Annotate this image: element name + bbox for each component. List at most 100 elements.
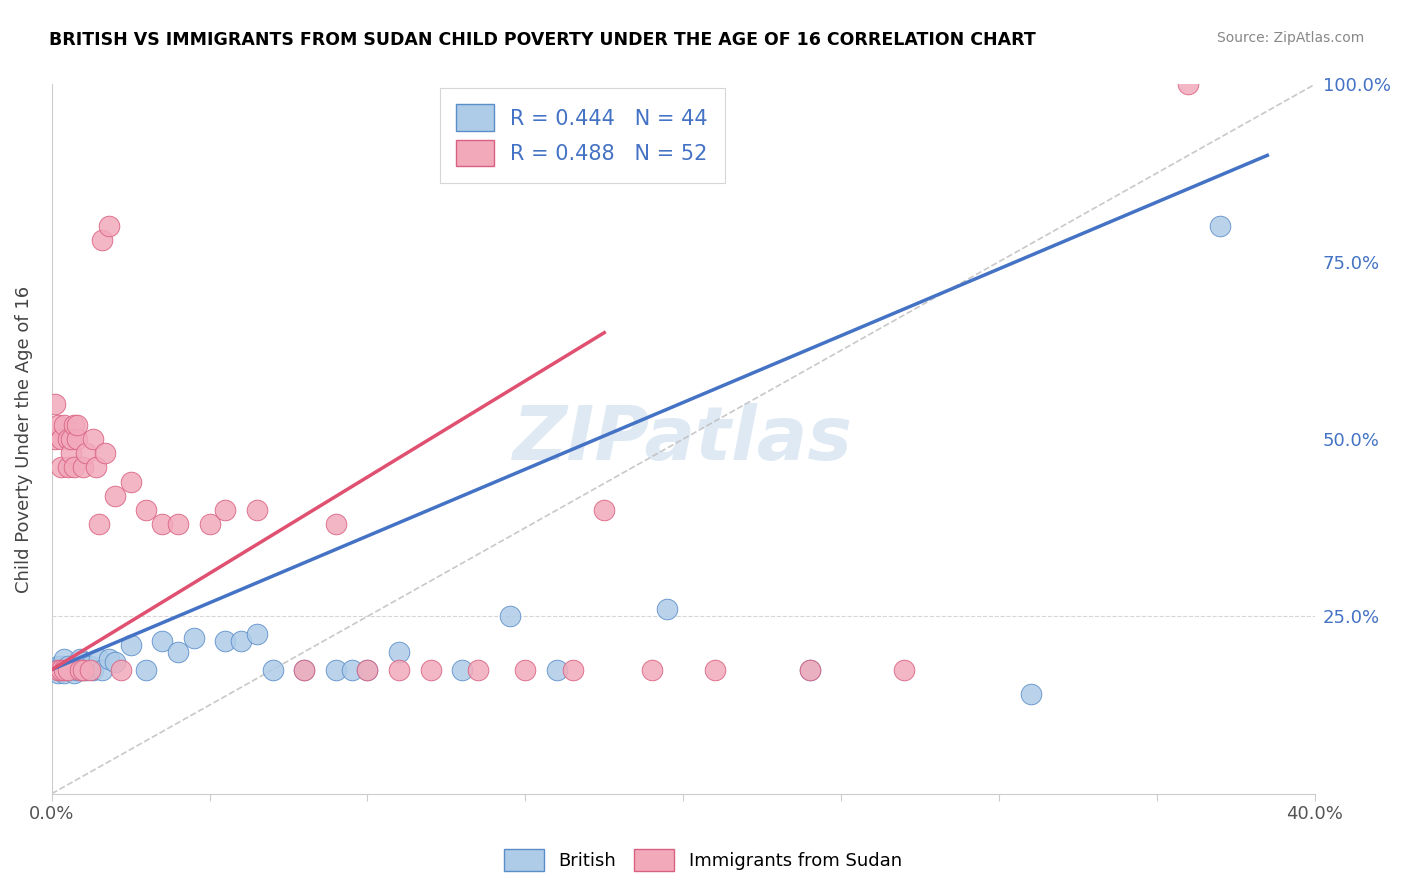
Text: BRITISH VS IMMIGRANTS FROM SUDAN CHILD POVERTY UNDER THE AGE OF 16 CORRELATION C: BRITISH VS IMMIGRANTS FROM SUDAN CHILD P… (49, 31, 1036, 49)
Point (56, 663, 79, 677)
Point (51, 663, 73, 677)
Point (1019, 687, 1042, 701)
Point (356, 663, 378, 677)
Point (292, 663, 315, 677)
Legend: British, Immigrants from Sudan: British, Immigrants from Sudan (498, 842, 908, 879)
Text: Source: ZipAtlas.com: Source: ZipAtlas.com (1216, 31, 1364, 45)
Point (246, 627, 269, 641)
Point (110, 663, 132, 677)
Point (82, 432, 104, 446)
Point (104, 656, 127, 670)
Point (167, 645, 190, 659)
Point (69, 663, 91, 677)
Point (63, 659, 86, 673)
Point (91, 234, 114, 248)
Point (46, 666, 69, 681)
Point (59, 663, 82, 677)
Point (53, 652, 76, 666)
Point (340, 663, 363, 677)
Point (51, 432, 73, 446)
Point (703, 663, 725, 677)
Point (246, 503, 269, 517)
Point (799, 663, 821, 677)
Point (63, 666, 86, 681)
Legend: R = 0.444   N = 44, R = 0.488   N = 52: R = 0.444 N = 44, R = 0.488 N = 52 (440, 87, 724, 183)
Point (46, 417, 69, 432)
Point (76, 446, 98, 460)
Point (66, 432, 89, 446)
Point (104, 489, 127, 503)
Point (640, 663, 662, 677)
Point (44, 396, 66, 410)
Point (53, 666, 76, 681)
Point (419, 663, 441, 677)
Point (262, 663, 284, 677)
Point (150, 517, 173, 532)
Point (56, 432, 79, 446)
Point (214, 503, 236, 517)
Point (56, 663, 79, 677)
Point (72, 663, 94, 677)
Point (44, 432, 66, 446)
Point (51, 659, 73, 673)
Point (1209, 219, 1232, 234)
Point (66, 663, 89, 677)
Point (515, 663, 537, 677)
Point (79, 663, 101, 677)
Point (388, 663, 411, 677)
Point (46, 659, 69, 673)
Point (53, 663, 76, 677)
Point (167, 517, 190, 532)
Point (325, 663, 347, 677)
Point (46, 663, 69, 677)
Point (72, 460, 94, 475)
Point (63, 460, 86, 475)
Point (214, 634, 236, 648)
Point (198, 517, 221, 532)
Point (546, 663, 568, 677)
Point (183, 631, 205, 645)
Point (325, 517, 347, 532)
Point (79, 659, 101, 673)
Point (69, 652, 91, 666)
Point (59, 446, 82, 460)
Point (593, 503, 616, 517)
Point (120, 475, 142, 489)
Point (292, 663, 315, 677)
Point (150, 634, 173, 648)
Point (94, 446, 117, 460)
Point (657, 602, 679, 616)
Point (451, 663, 474, 677)
Point (72, 656, 94, 670)
Point (91, 663, 114, 677)
Point (76, 663, 98, 677)
Point (231, 634, 253, 648)
Point (59, 432, 82, 446)
Point (97, 219, 120, 234)
Point (84, 460, 107, 475)
Point (893, 663, 915, 677)
Point (51, 460, 73, 475)
Point (561, 663, 583, 677)
Point (82, 663, 104, 677)
Point (97, 652, 120, 666)
Point (51, 663, 73, 677)
Point (66, 417, 89, 432)
Point (56, 659, 79, 673)
Point (87, 652, 110, 666)
Point (135, 663, 157, 677)
Point (87, 517, 110, 532)
Point (1177, 78, 1199, 92)
Point (388, 645, 411, 659)
Point (120, 638, 142, 652)
Point (72, 663, 94, 677)
Point (135, 503, 157, 517)
Point (356, 663, 378, 677)
Point (53, 417, 76, 432)
Point (498, 609, 520, 624)
Y-axis label: Child Poverty Under the Age of 16: Child Poverty Under the Age of 16 (15, 285, 32, 592)
Point (56, 460, 79, 475)
Text: ZIPatlas: ZIPatlas (513, 402, 853, 475)
Point (63, 417, 86, 432)
Point (799, 663, 821, 677)
